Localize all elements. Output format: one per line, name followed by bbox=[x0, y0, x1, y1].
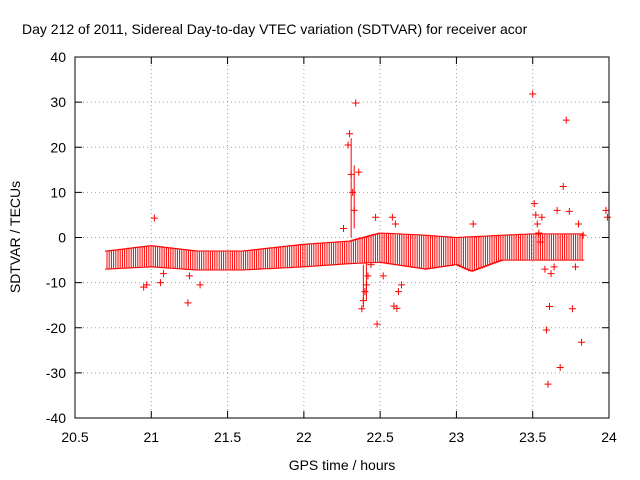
data-point bbox=[580, 232, 587, 239]
data-point bbox=[534, 220, 541, 227]
y-tick-label: 40 bbox=[50, 49, 66, 65]
data-point bbox=[151, 215, 158, 222]
chart-title: Day 212 of 2011, Sidereal Day-to-day VTE… bbox=[22, 21, 528, 37]
y-tick-label: 0 bbox=[58, 230, 66, 246]
data-point bbox=[392, 220, 399, 227]
y-tick-label: -30 bbox=[46, 365, 66, 381]
data-point bbox=[361, 288, 368, 295]
y-tick-label: 30 bbox=[50, 94, 66, 110]
data-point bbox=[544, 381, 551, 388]
y-axis-label: SDTVAR / TECUs bbox=[7, 181, 23, 293]
data-point bbox=[557, 364, 564, 371]
y-tick-label: -20 bbox=[46, 320, 66, 336]
data-point bbox=[602, 207, 609, 214]
data-point bbox=[186, 272, 193, 279]
x-tick-label: 24 bbox=[601, 429, 617, 445]
data-point bbox=[529, 91, 536, 98]
data-point bbox=[532, 211, 539, 218]
data-point bbox=[364, 272, 371, 279]
data-point bbox=[578, 339, 585, 346]
x-tick-label: 22 bbox=[296, 429, 312, 445]
data-point bbox=[372, 214, 379, 221]
data-point bbox=[345, 141, 352, 148]
data-point bbox=[355, 169, 362, 176]
x-axis-label: GPS time / hours bbox=[289, 457, 396, 473]
data-point bbox=[351, 207, 358, 214]
data-point bbox=[569, 305, 576, 312]
data-point bbox=[546, 303, 553, 310]
data-point bbox=[551, 263, 558, 270]
data-point bbox=[604, 214, 611, 221]
y-tick-label: -40 bbox=[46, 410, 66, 426]
data-point bbox=[563, 117, 570, 124]
data-point bbox=[575, 220, 582, 227]
data-point bbox=[184, 299, 191, 306]
data-point bbox=[470, 220, 477, 227]
x-tick-label: 23 bbox=[449, 429, 465, 445]
data-point bbox=[395, 288, 402, 295]
data-point bbox=[380, 272, 387, 279]
data-point bbox=[160, 270, 167, 277]
x-tick-label: 21 bbox=[143, 429, 159, 445]
data-point bbox=[352, 100, 359, 107]
data-point bbox=[566, 208, 573, 215]
data-point bbox=[157, 279, 164, 286]
sdtvar-scatter-chart: Day 212 of 2011, Sidereal Day-to-day VTE… bbox=[0, 0, 640, 480]
data-point bbox=[560, 183, 567, 190]
data-band bbox=[105, 233, 584, 271]
data-point bbox=[340, 225, 347, 232]
data-point bbox=[348, 171, 355, 178]
data-point bbox=[374, 321, 381, 328]
data-point bbox=[541, 266, 548, 273]
data-point bbox=[389, 214, 396, 221]
data-point bbox=[360, 297, 367, 304]
data-point bbox=[538, 214, 545, 221]
data-point bbox=[531, 200, 538, 207]
data-point bbox=[346, 130, 353, 137]
data-point bbox=[554, 207, 561, 214]
data-point bbox=[349, 189, 356, 196]
y-tick-label: 20 bbox=[50, 139, 66, 155]
data-point bbox=[358, 305, 365, 312]
data-band-layer bbox=[105, 138, 584, 307]
y-tick-label: 10 bbox=[50, 184, 66, 200]
x-tick-label: 23.5 bbox=[519, 429, 546, 445]
x-tick-label: 21.5 bbox=[214, 429, 241, 445]
y-tick-label: -10 bbox=[46, 275, 66, 291]
x-tick-label: 20.5 bbox=[61, 429, 88, 445]
data-point bbox=[548, 270, 555, 277]
x-tick-label: 22.5 bbox=[367, 429, 394, 445]
data-point bbox=[197, 281, 204, 288]
data-point bbox=[572, 263, 579, 270]
